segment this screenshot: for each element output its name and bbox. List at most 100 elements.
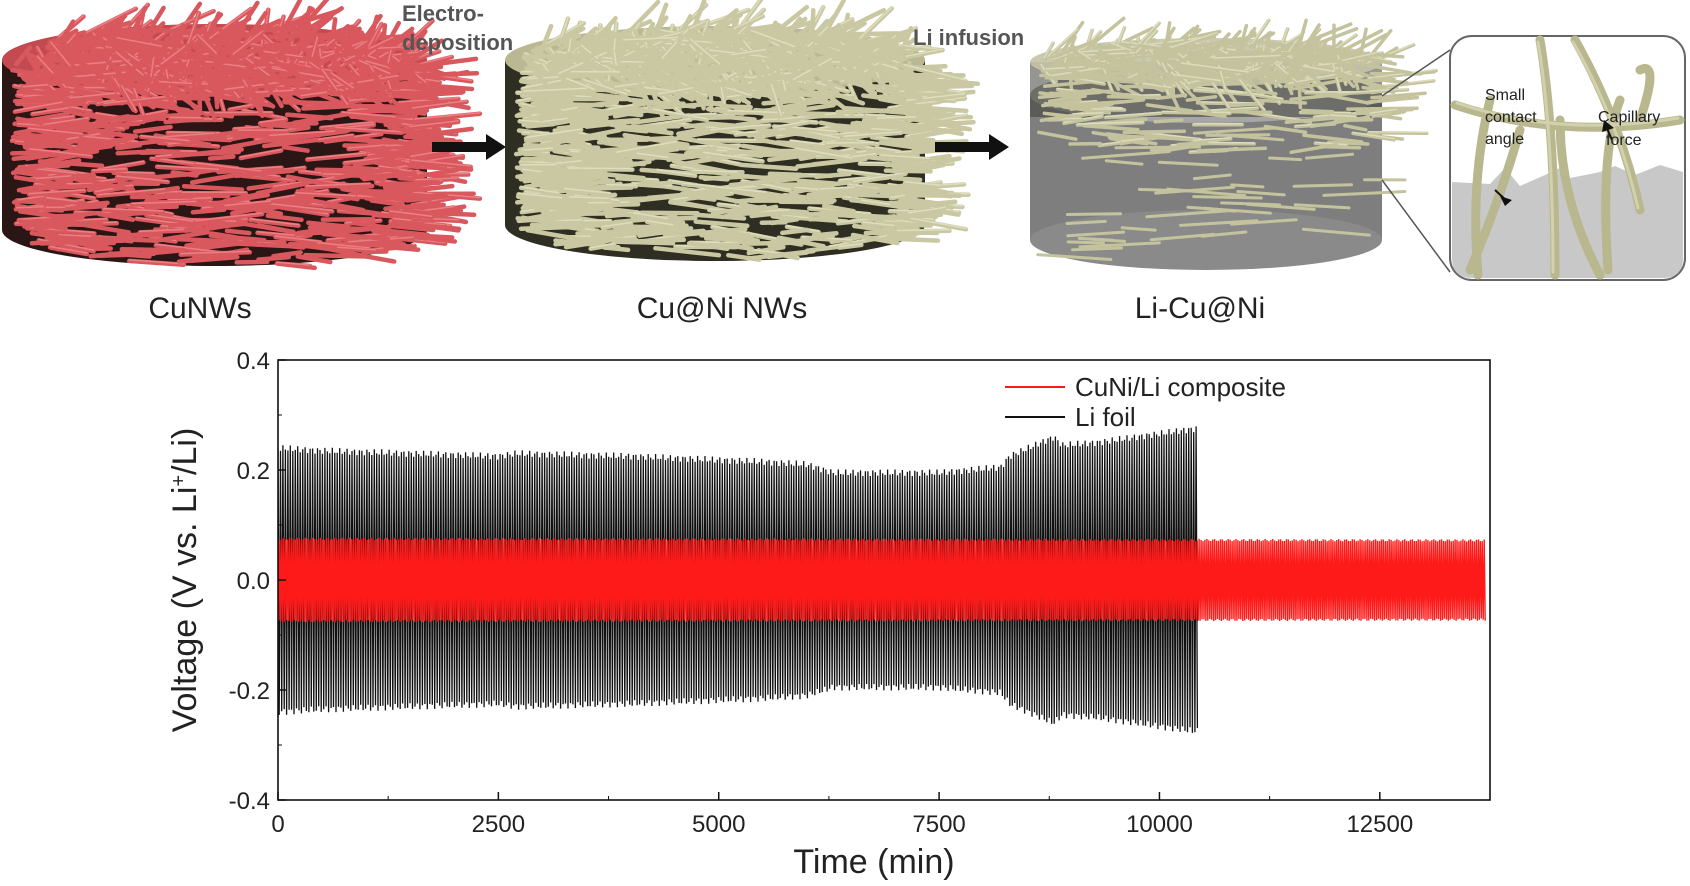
nanowire-rod [314,167,384,174]
nanowire-rod [154,164,221,173]
nanowire-rod [1304,68,1328,92]
nanowire-highlight [786,56,835,84]
nanowire-rod [382,26,415,53]
nanowire-rod [47,219,103,228]
nanowire-rod [842,130,904,140]
nanowire-rod [181,183,245,192]
nanowire-highlight [276,261,311,266]
nanowire-rod [642,106,710,123]
li-infusion-label: Li infusion [913,25,1024,50]
nanowire-rod [668,199,715,211]
nanowire-rod [515,216,585,228]
nanowire-rod [1304,152,1355,160]
nanowire-rod [383,204,415,212]
nanowire-highlight [249,218,300,226]
nanowire-highlight [259,117,287,124]
nanowire-rod [540,117,570,125]
nanowire-rod [281,144,310,153]
x-tick-label: 10000 [1126,811,1193,838]
nanowire-rod [348,113,403,127]
nanowire-rod [139,38,152,75]
nanowire-rod [909,109,950,118]
nanowire-highlight [28,189,86,195]
nanowire-rod [693,212,747,221]
nanowire-rod [669,32,684,72]
nanowire-highlight [195,212,263,222]
nanowire-rod [875,87,924,101]
nanowire-rod [378,57,413,80]
nanowire-rod [397,83,466,95]
nanowire-rod [1190,45,1221,63]
nanowire-highlight [843,131,902,138]
nanowire-rod [1370,91,1427,100]
nanowire-rod [96,130,139,139]
nanowire-rod [404,194,449,203]
nanowire-highlight [896,229,951,232]
inset-left-label-line2: contact [1485,109,1537,126]
nanowire-rod [111,170,156,177]
nanowire-rod [410,99,469,112]
nanowire-rod [1173,51,1239,72]
nanowire-rod [1122,129,1187,135]
nanowire-highlight [305,182,371,187]
nanowire-rod [14,205,46,212]
nanowire-rod [369,226,430,238]
nanowire-rod [688,193,717,202]
nanowire-rod [143,204,179,210]
nanowire-rod [834,21,867,44]
nanowire-highlight [97,188,166,196]
nanowire-rod [1062,114,1104,126]
nanowire-rod [108,37,169,58]
legend-label-li-foil: Li foil [1075,402,1136,432]
nanowire-rod [1211,54,1282,61]
nanowire-rod [46,53,94,62]
nanowire-rod [749,29,797,50]
nanowire-highlight [347,144,389,149]
nanowire-rod [1127,56,1173,89]
nanowire-rod [776,235,826,249]
nanowire-rod [1071,112,1105,117]
nanowire-rod [138,134,192,144]
schematic-panel: Electro- deposition Li infusion [2,0,1686,325]
nanowire-highlight [131,200,202,205]
nanowire-rod [222,192,260,204]
nanowire-rod [95,114,131,124]
nanowire-highlight [697,138,768,141]
nanowire-rod [1367,131,1429,136]
nanowire-rod [183,221,248,233]
nanowire-rod [518,173,562,185]
nanowire-highlight [568,196,610,200]
nanowire-highlight [1187,106,1259,113]
nanowire-rod [1185,94,1218,102]
nanowire-rod [705,81,768,92]
nanowire-rod [758,151,806,157]
nanowire-highlight [69,92,116,99]
nanowire-highlight [1142,82,1172,89]
nanowire-rod [1265,41,1294,59]
nanowire-highlight [269,130,336,137]
nanowire-highlight [35,175,72,180]
nanowire-rod [12,100,65,114]
nanowire-highlight [733,14,764,30]
nanowire-rod [256,45,277,82]
y-tick-label: -0.2 [229,678,270,705]
nanowire-rod [1145,208,1233,219]
nanowire-rod [14,158,82,172]
nanowire-rod [1324,46,1351,54]
nanowire-rod [851,48,905,64]
nanowire-rod [327,70,356,92]
nanowire-highlight [1368,131,1428,134]
inset-left-label-line1: Small [1485,87,1525,104]
nanowire-rod [336,50,393,77]
nanowire-rod [1328,114,1358,120]
nanowire-highlight [702,151,764,162]
x-tick-label: 2500 [472,811,525,838]
nanowire-highlight [711,225,777,240]
nanowire-rod [837,242,864,250]
nanowire-rod [681,13,693,32]
nanowire-rod [1289,142,1339,155]
nanowire-rod [193,211,265,225]
nanowire-rod [373,160,411,168]
x-axis-label: Time (min) [793,843,954,881]
nanowire-rod [220,135,284,151]
